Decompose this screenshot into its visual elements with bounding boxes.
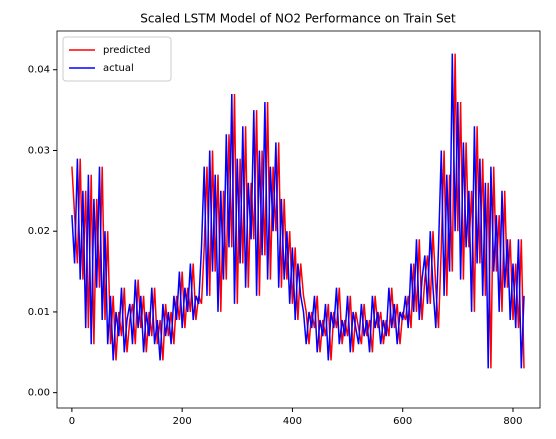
x-tick-label: 0 — [69, 416, 75, 427]
legend-label: actual — [103, 63, 134, 74]
y-tick-label: 0.02 — [28, 226, 50, 237]
y-tick-label: 0.03 — [28, 145, 50, 156]
legend-box — [62, 36, 172, 82]
y-tick-label: 0.00 — [28, 388, 50, 399]
y-tick-label: 0.01 — [28, 307, 50, 318]
series-line — [71, 53, 525, 369]
x-tick-label: 600 — [393, 416, 412, 427]
legend-label: predicted — [103, 45, 150, 56]
plot-frame — [56, 30, 541, 409]
x-tick-label: 200 — [173, 416, 192, 427]
y-tick-label: 0.04 — [28, 65, 50, 76]
x-tick-label: 400 — [283, 416, 302, 427]
x-tick-label: 800 — [503, 416, 522, 427]
chart-title: Scaled LSTM Model of NO2 Performance on … — [140, 12, 456, 26]
